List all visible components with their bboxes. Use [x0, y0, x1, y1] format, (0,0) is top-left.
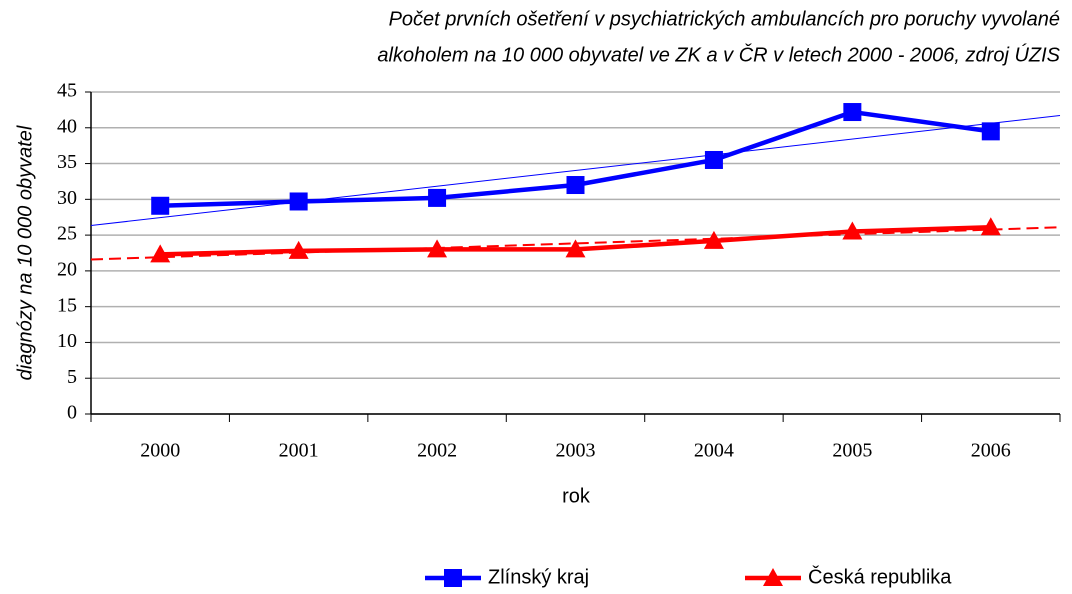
y-tick-label: 5 — [67, 366, 77, 388]
marker — [842, 221, 863, 240]
x-tick-label: 2001 — [279, 440, 319, 462]
marker — [151, 196, 170, 215]
x-tick-label: 2005 — [832, 440, 872, 462]
y-tick-label: 0 — [67, 402, 77, 424]
marker — [444, 569, 462, 587]
legend-label: Zlínský kraj — [488, 566, 589, 588]
y-tick-label: 15 — [57, 294, 77, 316]
y-tick-label: 30 — [57, 187, 77, 209]
x-tick-label: 2006 — [971, 440, 1011, 462]
marker — [981, 122, 1000, 141]
chart-title: alkoholem na 10 000 obyvatel ve ZK a v Č… — [377, 43, 1060, 66]
y-tick-label: 45 — [57, 80, 77, 102]
marker — [763, 568, 783, 586]
marker — [843, 103, 862, 122]
marker — [428, 188, 447, 207]
x-tick-label: 2003 — [556, 440, 596, 462]
marker — [704, 150, 723, 169]
marker — [703, 230, 724, 249]
marker — [289, 192, 308, 211]
marker — [980, 217, 1001, 236]
marker — [288, 240, 309, 259]
x-tick-label: 2000 — [140, 440, 180, 462]
marker — [427, 239, 448, 258]
y-tick-label: 10 — [57, 330, 77, 352]
marker — [150, 244, 171, 263]
y-tick-label: 20 — [57, 258, 77, 280]
marker — [566, 176, 585, 195]
marker — [565, 239, 586, 258]
trendline — [90, 115, 1061, 227]
x-tick-label: 2004 — [694, 440, 734, 462]
y-tick-label: 35 — [57, 151, 77, 173]
legend-label: Česká republika — [808, 565, 952, 588]
y-tick-label: 25 — [57, 223, 77, 245]
x-axis-title: rok — [562, 485, 591, 507]
x-tick-label: 2002 — [417, 440, 457, 462]
chart-title: Počet prvních ošetření v psychiatrických… — [389, 8, 1060, 30]
y-tick-label: 40 — [57, 115, 77, 137]
y-axis-title: diagnózy na 10 000 obyvatel — [14, 125, 36, 380]
